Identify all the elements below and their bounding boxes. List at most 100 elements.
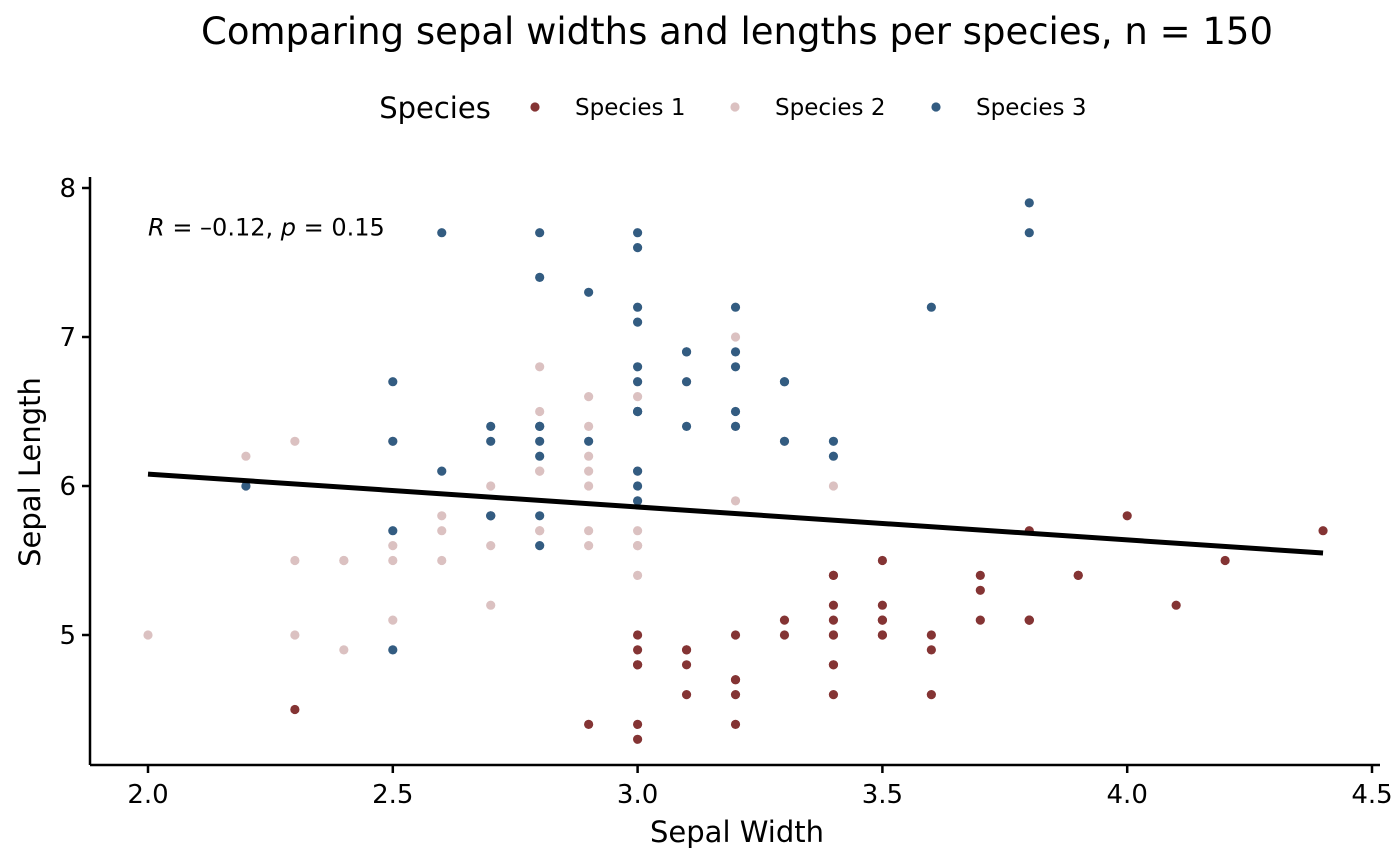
x-axis: 2.0 2.5 3.0 3.5 4.0 4.5 Sepal Width <box>90 763 1393 849</box>
point-species-1 <box>633 645 643 655</box>
point-species-2 <box>241 451 251 461</box>
point-species-3 <box>584 287 594 297</box>
x-tick-label: 4.0 <box>1107 780 1148 810</box>
point-species-1 <box>730 690 741 700</box>
point-species-3 <box>535 541 545 551</box>
point-species-3 <box>730 406 741 417</box>
chart-title: Comparing sepal widths and lengths per s… <box>201 10 1273 53</box>
point-species-3 <box>633 302 643 312</box>
point-species-2 <box>486 600 496 610</box>
point-species-3 <box>730 421 741 431</box>
point-species-2 <box>143 630 153 640</box>
point-species-2 <box>584 541 594 551</box>
point-species-1 <box>975 585 985 595</box>
point-species-2 <box>486 481 496 491</box>
point-species-1 <box>828 570 839 581</box>
point-species-3 <box>681 377 692 387</box>
point-species-1 <box>1073 570 1083 581</box>
point-species-3 <box>1024 198 1034 208</box>
point-species-3 <box>633 362 643 372</box>
point-species-2 <box>290 555 300 566</box>
point-species-2 <box>584 526 594 536</box>
point-species-3 <box>779 377 790 387</box>
point-species-3 <box>681 421 692 431</box>
point-species-3 <box>730 347 741 357</box>
point-species-2 <box>584 481 594 491</box>
x-ticks: 2.0 2.5 3.0 3.5 4.0 4.5 <box>127 765 1393 810</box>
legend-label-species-2: Species 2 <box>775 95 885 121</box>
point-species-3 <box>437 228 447 238</box>
x-tick-label: 4.5 <box>1351 780 1392 810</box>
point-species-2 <box>584 451 594 461</box>
y-ticks: 5 6 7 8 <box>59 174 90 651</box>
point-species-3 <box>388 526 398 536</box>
y-tick-label: 6 <box>59 472 76 502</box>
point-species-1 <box>681 645 692 655</box>
point-species-3 <box>486 421 496 431</box>
point-species-2 <box>437 555 447 566</box>
point-species-3 <box>535 451 545 461</box>
point-species-2 <box>437 511 447 521</box>
point-species-1 <box>1171 600 1181 610</box>
point-species-1 <box>877 615 888 625</box>
point-species-1 <box>681 690 692 700</box>
point-species-2 <box>339 555 349 566</box>
point-species-1 <box>730 719 741 730</box>
x-tick-label: 2.0 <box>127 780 168 810</box>
point-species-3 <box>388 436 398 446</box>
point-species-2 <box>584 392 594 402</box>
point-species-3 <box>633 317 643 327</box>
point-species-1 <box>633 660 643 670</box>
point-species-1 <box>779 630 790 640</box>
point-species-3 <box>633 481 643 491</box>
point-species-3 <box>535 421 545 431</box>
point-species-1 <box>1318 526 1328 536</box>
point-species-3 <box>535 272 545 282</box>
point-species-1 <box>828 690 839 700</box>
trend-line <box>147 471 1324 556</box>
point-species-3 <box>388 645 398 655</box>
point-species-2 <box>584 421 594 431</box>
point-species-3 <box>486 511 496 521</box>
point-species-2 <box>633 526 643 536</box>
x-tick-label: 2.5 <box>372 780 413 810</box>
point-species-1 <box>828 630 839 640</box>
point-species-3 <box>633 496 643 506</box>
point-species-1 <box>926 630 936 640</box>
x-tick-label: 3.5 <box>862 780 903 810</box>
point-species-3 <box>535 511 545 521</box>
point-species-1 <box>730 630 741 640</box>
legend-label-species-3: Species 3 <box>976 95 1086 121</box>
point-species-1 <box>828 660 839 670</box>
point-species-3 <box>730 362 741 372</box>
point-species-1 <box>975 615 985 625</box>
annotation-p-label: p <box>280 214 296 242</box>
point-species-1 <box>584 719 594 730</box>
point-species-2 <box>730 332 741 342</box>
point-species-2 <box>339 645 349 655</box>
point-species-2 <box>388 615 398 625</box>
point-species-1 <box>730 675 741 685</box>
point-species-1 <box>926 645 936 655</box>
point-species-1 <box>926 690 936 700</box>
point-species-3 <box>779 436 790 446</box>
point-species-2 <box>633 541 643 551</box>
point-species-2 <box>290 436 300 446</box>
y-tick-label: 7 <box>59 323 76 353</box>
point-species-3 <box>633 377 643 387</box>
x-tick-label: 3.0 <box>617 780 658 810</box>
point-species-2 <box>437 526 447 536</box>
point-species-2 <box>535 406 545 417</box>
annotation-r-value: = –0.12, <box>165 214 281 242</box>
point-species-1 <box>828 615 839 625</box>
point-species-1 <box>975 570 985 581</box>
point-species-1 <box>1024 615 1034 625</box>
point-species-3 <box>926 302 936 312</box>
point-species-3 <box>584 436 594 446</box>
point-species-3 <box>633 243 643 253</box>
point-species-1 <box>1122 511 1132 521</box>
point-species-1 <box>877 630 888 640</box>
point-species-1 <box>877 555 888 566</box>
legend-swatch-species-2 <box>730 102 740 112</box>
